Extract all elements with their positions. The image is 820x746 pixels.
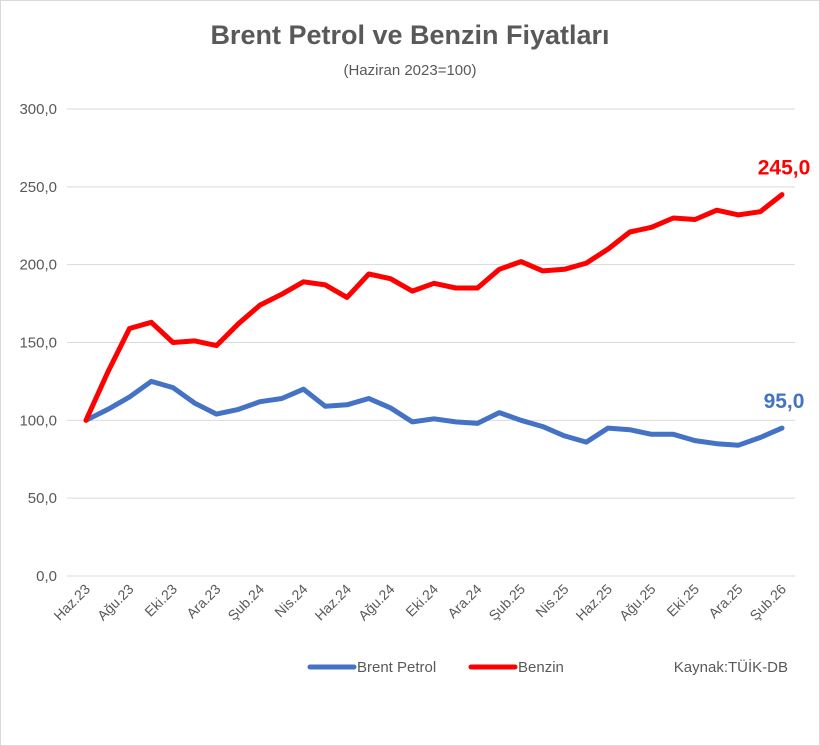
x-tick-label: Ağu.23: [94, 581, 137, 624]
x-tick-label: Haz.24: [311, 581, 354, 624]
y-tick-label: 300,0: [19, 101, 57, 118]
x-tick-label: Ara.23: [183, 581, 224, 622]
source-note: Kaynak:TÜİK-DB: [674, 658, 788, 676]
x-tick-label: Ara.25: [705, 581, 746, 622]
x-tick-label: Eki.23: [141, 581, 180, 620]
y-tick-label: 0,0: [36, 568, 57, 585]
x-tick-label: Şub.25: [485, 581, 528, 624]
x-tick-label: Nis.25: [532, 581, 572, 621]
x-tick-label: Haz.23: [50, 581, 93, 624]
y-tick-label: 250,0: [19, 179, 57, 196]
x-tick-label: Eki.25: [663, 581, 702, 620]
benzin-end-label: 245,0: [758, 157, 811, 180]
x-tick-label: Ağu.24: [355, 581, 398, 624]
legend-label-benzin: Benzin: [518, 659, 564, 676]
series-lines: [83, 192, 785, 448]
brent-end-label: 95,0: [764, 390, 805, 413]
x-tick-label: Ağu.25: [616, 581, 659, 624]
benzin-line: [83, 192, 785, 423]
brent-line: [83, 378, 785, 448]
legend-label-brent: Brent Petrol: [357, 659, 436, 676]
y-axis-ticks: 0,0 50,0 100,0 150,0 200,0 250,0 300,0: [19, 101, 57, 585]
chart-subtitle: (Haziran 2023=100): [343, 62, 477, 79]
y-tick-label: 150,0: [19, 335, 57, 352]
chart-title: Brent Petrol ve Benzin Fiyatları: [210, 20, 610, 50]
x-tick-label: Şub.26: [746, 581, 789, 624]
x-tick-label: Eki.24: [402, 581, 441, 620]
x-tick-label: Ara.24: [444, 581, 485, 622]
x-tick-label: Haz.25: [572, 581, 615, 624]
y-tick-label: 200,0: [19, 257, 57, 274]
end-labels: 95,0 245,0: [758, 157, 811, 414]
y-tick-label: 50,0: [28, 490, 57, 507]
x-tick-label: Şub.24: [224, 581, 267, 624]
x-tick-label: Nis.24: [271, 581, 311, 621]
x-axis-ticks: Haz.23 Ağu.23 Eki.23 Ara.23 Şub.24 Nis.24 Haz.…: [50, 581, 789, 624]
grid-lines: [67, 108, 795, 577]
y-tick-label: 100,0: [19, 412, 57, 429]
legend: Brent Petrol Benzin Kaynak:TÜİK-DB: [307, 658, 788, 676]
